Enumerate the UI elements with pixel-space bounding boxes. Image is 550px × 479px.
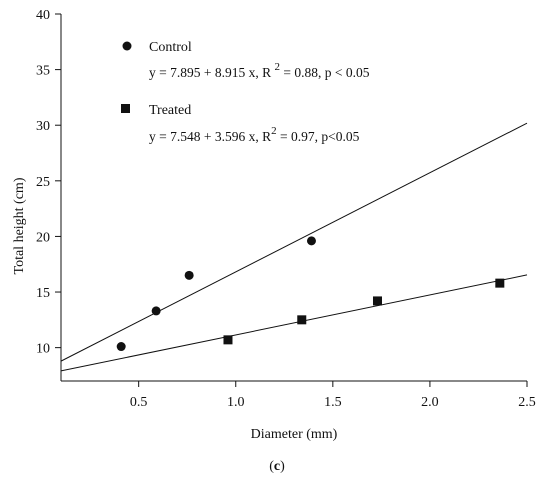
legend-marker-treated [121, 104, 130, 113]
legend-label-treated: Treated [149, 103, 191, 118]
point-control [184, 270, 194, 280]
y-tick-label: 40 [36, 8, 50, 23]
panel-label: (c) [269, 459, 285, 474]
x-tick-label: 1.0 [227, 395, 245, 410]
equation-treated: y = 7.548 + 3.596 x, R2 = 0.97, p<0.05 [149, 125, 360, 144]
fit-line-treated [60, 274, 528, 372]
ticks: 10 15 20 25 30 35 40 0.5 1.0 1.5 2.0 2.5 [36, 8, 536, 410]
point-control [306, 236, 316, 246]
y-tick-label: 15 [36, 286, 50, 301]
y-tick-label: 30 [36, 119, 50, 134]
legend: Control y = 7.895 + 8.915 x, R 2 = 0.88,… [121, 40, 370, 144]
y-tick-label: 25 [36, 175, 50, 190]
point-treated [297, 315, 307, 325]
x-axis-title: Diameter (mm) [251, 427, 338, 442]
y-tick-label: 20 [36, 230, 50, 245]
point-control [151, 306, 161, 316]
legend-marker-control [122, 41, 132, 51]
data-points [116, 236, 505, 352]
point-treated [223, 335, 233, 345]
x-tick-label: 2.5 [518, 395, 536, 410]
y-tick-label: 10 [36, 342, 50, 357]
x-tick-label: 1.5 [324, 395, 342, 410]
point-treated [495, 278, 505, 288]
point-treated [372, 296, 382, 306]
y-tick-label: 35 [36, 64, 50, 79]
y-axis-title: Total height (cm) [12, 177, 27, 274]
fit-line-control [60, 122, 528, 362]
point-control [116, 342, 126, 352]
legend-label-control: Control [149, 40, 192, 55]
x-tick-label: 0.5 [130, 395, 148, 410]
x-tick-label: 2.0 [421, 395, 439, 410]
equation-control: y = 7.895 + 8.915 x, R 2 = 0.88, p < 0.0… [149, 61, 370, 80]
fit-lines [60, 122, 528, 372]
